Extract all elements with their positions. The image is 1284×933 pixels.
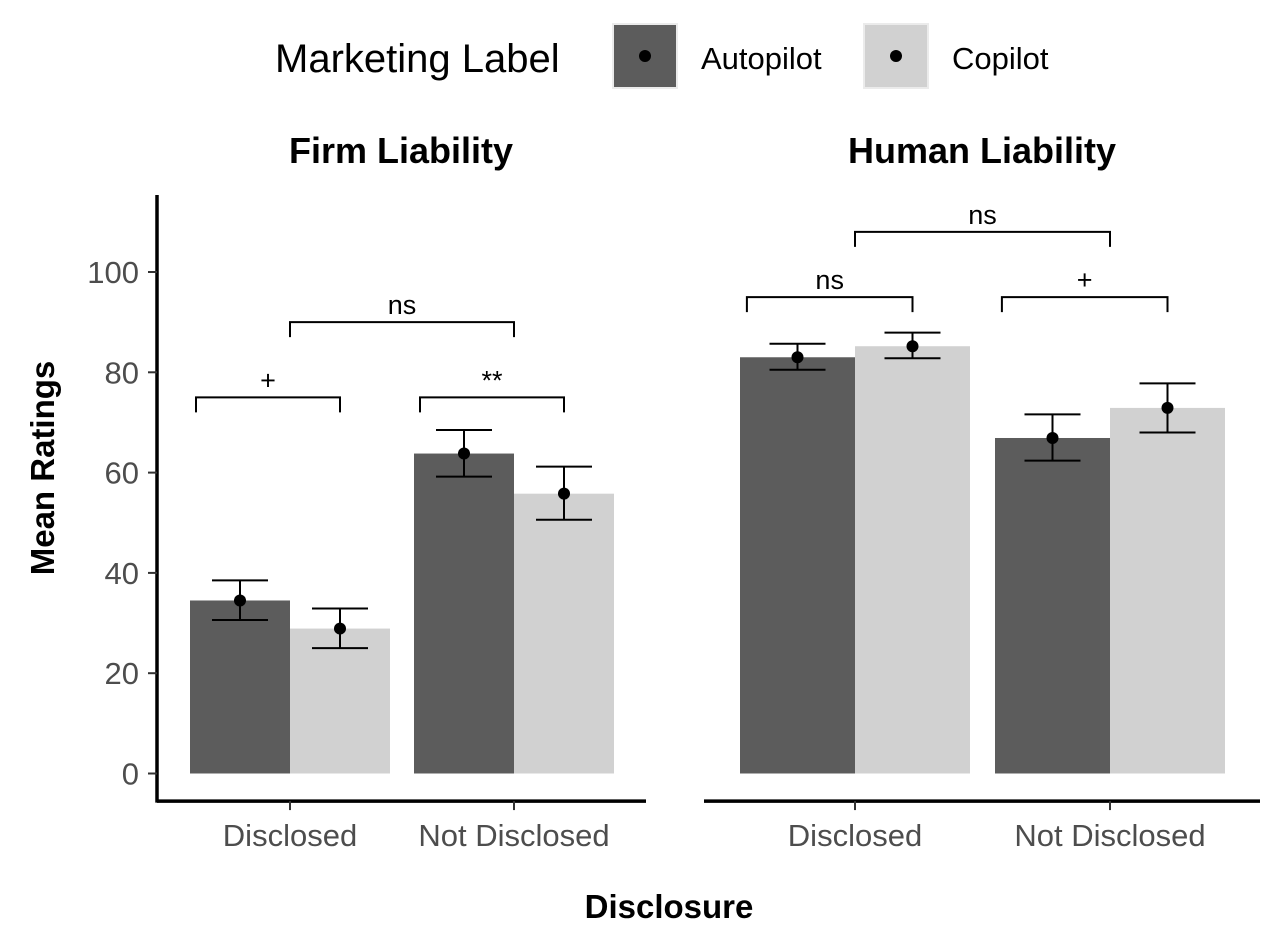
legend-dot-icon (890, 50, 902, 62)
bar-copilot (514, 493, 614, 774)
legend-label-copilot: Copilot (952, 41, 1049, 76)
significance-bracket-between-label: ns (968, 200, 997, 230)
x-tick-label: Disclosed (788, 818, 922, 853)
y-axis-title: Mean Ratings (24, 361, 61, 576)
bar-autopilot (414, 453, 514, 774)
bar-copilot (855, 346, 970, 774)
panel-firm-liability: 0 20 40 60 80 100 Disclosed Not Disclosed + ** ns (87, 195, 646, 853)
significance-bracket-label: + (1077, 265, 1093, 295)
panel-title-firm: Firm Liability (289, 130, 513, 171)
significance-bracket (1000, 296, 1169, 313)
bar-autopilot (190, 600, 290, 774)
legend-title: Marketing Label (275, 37, 560, 81)
significance-bracket-label: + (260, 365, 276, 395)
mean-point (334, 622, 346, 635)
mean-point (458, 447, 470, 460)
x-tick-label: Not Disclosed (418, 818, 609, 853)
x-tick-label: Not Disclosed (1014, 818, 1205, 853)
bar-autopilot (995, 437, 1110, 774)
x-axis-title: Disclosure (585, 888, 754, 925)
y-tick-label: 80 (105, 355, 139, 390)
y-tick-label: 20 (105, 656, 139, 691)
mean-point (791, 351, 804, 364)
bar-copilot (290, 628, 390, 774)
significance-bracket (745, 296, 914, 313)
mean-point (558, 487, 570, 500)
mean-point (906, 340, 919, 353)
panel-human-liability: Disclosed Not Disclosed ns + ns (704, 200, 1260, 853)
y-tick-label: 0 (122, 757, 139, 792)
significance-bracket-between (289, 321, 515, 338)
significance-bracket (419, 396, 565, 413)
y-tick-label: 40 (105, 556, 139, 591)
panel-title-human: Human Liability (848, 130, 1116, 171)
legend-label-autopilot: Autopilot (701, 41, 822, 76)
mean-point (234, 594, 246, 607)
y-tick-label: 100 (87, 255, 139, 290)
mean-point (1161, 401, 1174, 414)
legend: Marketing Label Autopilot Copilot (275, 23, 1049, 89)
y-tick-label: 60 (105, 456, 139, 491)
significance-bracket (195, 396, 341, 413)
significance-bracket-between (854, 230, 1111, 247)
x-tick-label: Disclosed (223, 818, 357, 853)
bar-autopilot (740, 357, 855, 774)
legend-dot-icon (639, 50, 651, 62)
mean-point (1046, 431, 1059, 444)
significance-bracket-label: ** (481, 365, 503, 395)
bar-copilot (1110, 407, 1225, 774)
significance-bracket-between-label: ns (388, 290, 417, 320)
significance-bracket-label: ns (815, 265, 844, 295)
